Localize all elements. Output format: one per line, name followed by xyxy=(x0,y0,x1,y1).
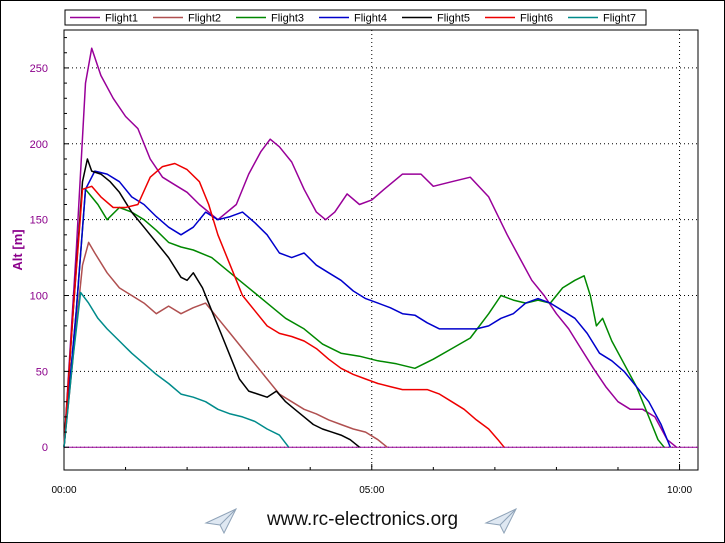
plot-area xyxy=(63,29,699,471)
x-tick-label: 10:00 xyxy=(667,485,692,496)
legend-box xyxy=(64,9,647,26)
x-tick-label: 05:00 xyxy=(359,485,384,496)
legend-label: Flight4 xyxy=(354,13,387,25)
series-line-flight7 xyxy=(63,291,290,448)
legend-label: Flight1 xyxy=(105,13,138,25)
y-tick-label: 50 xyxy=(36,366,48,378)
altitude-line-chart: 0 50 100 150 200 250 00:00 05:00 10:00 Alt [m] Fl… xyxy=(10,9,699,496)
series-lines xyxy=(63,47,677,448)
legend-label: Flight2 xyxy=(188,13,221,25)
legend: Flight1 Flight2 Flight3 Flight4 Flight5 Fligh… xyxy=(64,9,647,26)
plot-border xyxy=(63,29,699,471)
paper-plane-icon xyxy=(484,507,518,535)
series-line-flight1 xyxy=(63,47,677,448)
axes: 0 50 100 150 200 250 00:00 05:00 10:00 Alt [m] xyxy=(10,37,692,496)
legend-label: Flight7 xyxy=(603,13,636,25)
series-line-flight2 xyxy=(63,241,388,448)
legend-label: Flight5 xyxy=(437,13,470,25)
y-tick-label: 150 xyxy=(30,215,48,227)
legend-label: Flight3 xyxy=(271,13,304,25)
website-url[interactable]: www.rc-electronics.org xyxy=(266,509,459,530)
grid-lines xyxy=(64,30,698,470)
series-line-flight5 xyxy=(63,158,360,448)
y-axis-label: Alt [m] xyxy=(10,229,25,270)
y-tick-label: 0 xyxy=(42,442,48,454)
series-line-flight3 xyxy=(63,188,665,448)
y-tick-label: 250 xyxy=(30,63,48,75)
paper-plane-icon xyxy=(204,507,238,535)
y-tick-label: 100 xyxy=(30,291,48,303)
footer: www.rc-electronics.org xyxy=(0,503,725,539)
x-tick-label: 00:00 xyxy=(51,485,76,496)
series-line-flight6 xyxy=(63,162,505,448)
legend-label: Flight6 xyxy=(520,13,553,25)
series-line-flight4 xyxy=(63,170,671,448)
y-tick-label: 200 xyxy=(30,139,48,151)
